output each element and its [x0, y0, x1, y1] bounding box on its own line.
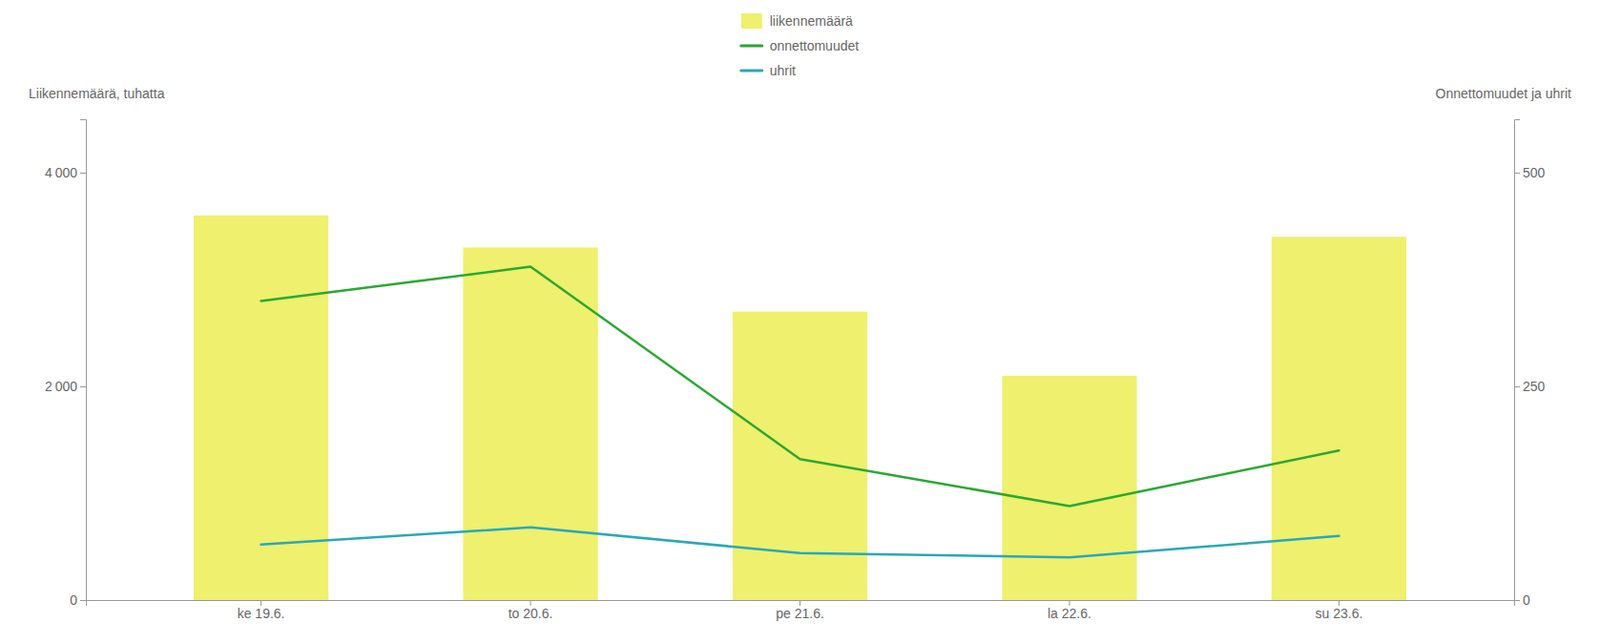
- bar-series: [193, 215, 1407, 601]
- tick-label: 0: [69, 592, 78, 608]
- tick-label: su 23.6.: [1314, 605, 1363, 622]
- legend-label: onnettomuudet: [769, 38, 860, 54]
- tick: pe 21.6.: [775, 600, 825, 622]
- legend-swatch: [741, 69, 763, 73]
- axis-line: [1515, 120, 1521, 602]
- y2-axis-title: Onnettomuudet ja uhrit: [1435, 85, 1573, 102]
- tick-label: 250: [1522, 378, 1546, 395]
- tick-label: 2 000: [44, 378, 78, 395]
- y-axis-title: Liikennemäärä, tuhatta: [28, 85, 166, 102]
- plot-area: [193, 215, 1407, 601]
- tick-label: 500: [1522, 165, 1546, 181]
- tick-mark: [80, 600, 86, 602]
- legend: liikennemäärä onnettomuudet uhrit: [741, 13, 860, 79]
- tick-mark: [1514, 172, 1520, 174]
- legend-label: uhrit: [769, 62, 796, 79]
- bar: [1001, 375, 1137, 601]
- tick: la 22.6.: [1047, 600, 1092, 622]
- tick: 2 000: [44, 378, 86, 395]
- tick-label: ke 19.6.: [237, 605, 286, 622]
- axis-line: [80, 120, 87, 602]
- y2-axis: 0 250 500: [1514, 120, 1546, 608]
- tick: 500: [1514, 165, 1546, 181]
- tick: 0: [69, 592, 86, 608]
- legend-label: liikennemäärä: [769, 13, 853, 29]
- y-axis: 0 2 000 4 000: [44, 120, 86, 608]
- tick: 4 000: [44, 165, 86, 181]
- line: [261, 527, 1340, 558]
- tick-label: 4 000: [44, 165, 78, 181]
- tick: 0: [1514, 592, 1531, 608]
- line: [261, 267, 1340, 507]
- legend-swatch: [741, 44, 763, 48]
- tick-label: to 20.6.: [508, 605, 554, 622]
- chart: 0 2 000 4 000 0 250 500 ke 19.6. to 20.6. pe 21.…: [0, 0, 1600, 643]
- tick-mark: [80, 386, 86, 388]
- tick: su 23.6.: [1314, 600, 1363, 622]
- bar: [732, 311, 868, 601]
- legend-item: onnettomuudet: [741, 38, 860, 54]
- tick-label: la 22.6.: [1047, 605, 1092, 622]
- tick: to 20.6.: [508, 600, 554, 622]
- legend-item: liikennemäärä: [741, 13, 853, 29]
- tick: 250: [1514, 378, 1546, 395]
- tick: ke 19.6.: [237, 600, 286, 622]
- tick-label: pe 21.6.: [775, 605, 825, 622]
- tick-label: 0: [1522, 592, 1531, 608]
- x-axis: ke 19.6. to 20.6. pe 21.6. la 22.6. su 23.6.: [86, 600, 1516, 622]
- legend-item: uhrit: [741, 62, 796, 79]
- legend-swatch: [741, 13, 763, 29]
- bar: [1271, 236, 1407, 601]
- tick-mark: [80, 172, 86, 174]
- tick-mark: [1514, 386, 1520, 388]
